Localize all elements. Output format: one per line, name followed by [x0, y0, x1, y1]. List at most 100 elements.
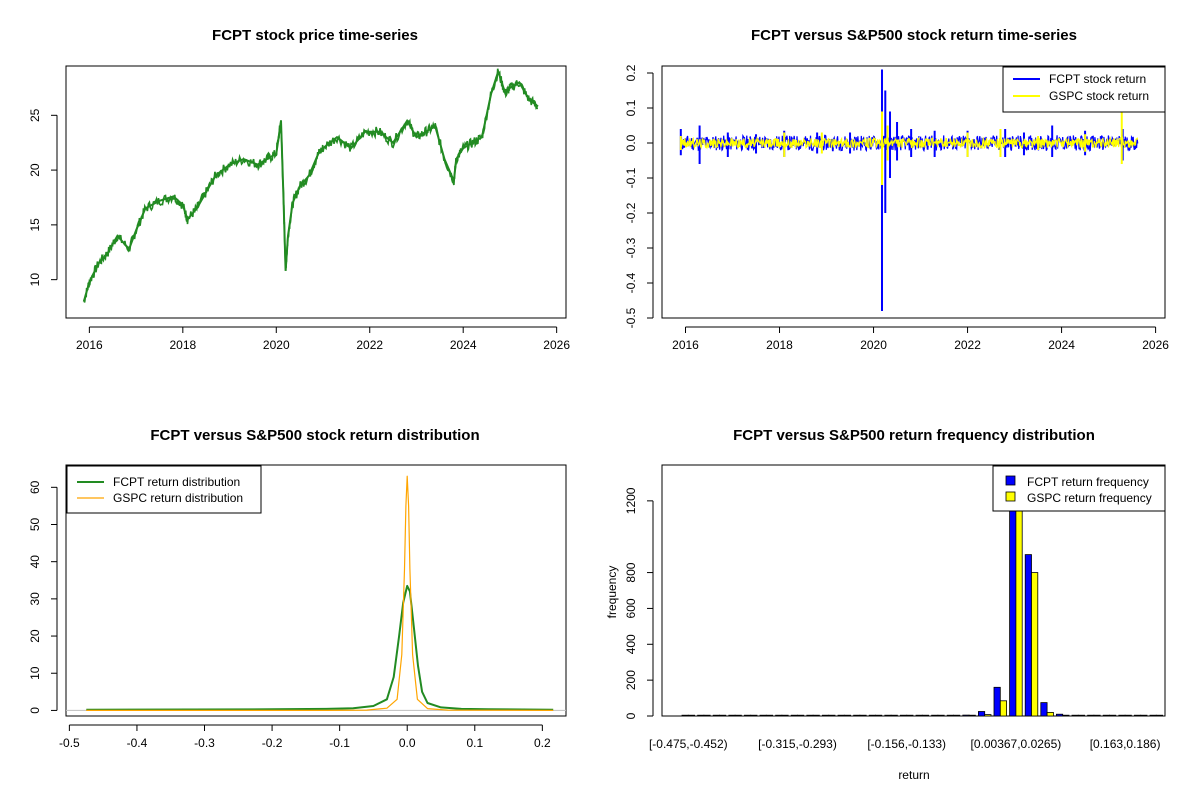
frequency-bar	[1109, 714, 1117, 717]
frequency-bar	[1077, 714, 1086, 717]
frequency-bar	[1024, 554, 1032, 717]
chart-title-1: FCPT stock price time-series	[212, 27, 418, 44]
return-noise-path	[680, 136, 1139, 150]
frequency-bar	[1149, 714, 1157, 717]
y-tick-label: 50	[28, 518, 42, 532]
x-tick-label: -0.4	[127, 736, 148, 750]
frequency-bar	[765, 714, 773, 717]
x-tick-label: 2020	[263, 338, 290, 352]
frequency-bar	[1155, 714, 1164, 717]
y-tick-label: 600	[624, 598, 638, 618]
x-tick-label: 2018	[766, 338, 793, 352]
x-tick-label: -0.2	[262, 736, 283, 750]
legend-label: FCPT return frequency	[1027, 475, 1149, 489]
x-tick-label: 2018	[169, 338, 196, 352]
legend-swatch	[1005, 491, 1016, 502]
price-series-line	[82, 68, 539, 302]
frequency-bar	[822, 714, 830, 717]
x-tick-label: 2024	[450, 338, 477, 352]
frequency-bar	[1118, 714, 1126, 717]
frequency-bar	[759, 714, 767, 717]
y-tick-label: -0.5	[624, 307, 638, 328]
frequency-bar	[1071, 714, 1079, 717]
y-tick-label: 1200	[624, 487, 638, 514]
frequency-bar	[806, 714, 814, 717]
frequency-bar	[999, 700, 1007, 717]
y-tick-label: 20	[28, 163, 42, 177]
gspc-return-series	[679, 111, 1139, 185]
y-tick-label: 400	[624, 634, 638, 654]
plot-frame-2	[661, 65, 1166, 319]
frequency-bar	[953, 714, 961, 717]
legend-label: GSPC return frequency	[1027, 491, 1152, 505]
y-tick-label: 20	[28, 629, 42, 643]
y-tick-label: 0.1	[624, 99, 638, 116]
frequency-bar	[703, 714, 711, 717]
gspc-frequency-bars	[687, 482, 1164, 717]
chart-title-3: FCPT versus S&P500 stock return distribu…	[150, 427, 479, 444]
frequency-bar	[1046, 712, 1054, 717]
frequency-bar	[1015, 482, 1023, 717]
frequency-bar	[728, 714, 736, 717]
fcpt-frequency-bars	[681, 482, 1157, 717]
x-tick-label: 0.2	[534, 736, 551, 750]
plot-frame-3	[65, 464, 567, 717]
frequency-bar	[890, 714, 898, 717]
x-tick-label: 0.1	[466, 736, 483, 750]
legend-box	[1002, 66, 1166, 113]
frequency-bar	[984, 714, 992, 717]
x-tick-label: 2026	[543, 338, 570, 352]
legend-label: FCPT stock return	[1049, 72, 1146, 86]
frequency-bar	[859, 714, 867, 717]
fcpt-density-line	[86, 584, 554, 711]
frequency-bar	[750, 714, 758, 717]
frequency-bar	[931, 714, 939, 717]
frequency-bar	[687, 714, 695, 717]
frequency-bar	[843, 714, 851, 717]
frequency-bar	[884, 714, 892, 717]
x-tick-label: [0.00367,0.0265)	[971, 737, 1062, 751]
x-axis-title: return	[898, 768, 929, 782]
legend-box	[992, 465, 1166, 512]
frequency-bar	[775, 714, 783, 717]
frequency-bar	[712, 714, 720, 717]
frequency-bar	[781, 714, 789, 717]
legend-swatch	[1005, 475, 1016, 486]
x-tick-label: 2022	[356, 338, 383, 352]
frequency-bar	[1093, 714, 1101, 717]
legend-label: FCPT return distribution	[113, 475, 240, 489]
legend-label: GSPC return distribution	[113, 491, 243, 505]
frequency-bar	[1102, 714, 1110, 717]
frequency-bar	[978, 711, 986, 717]
x-tick-label: -0.1	[329, 736, 350, 750]
y-tick-label: 60	[28, 480, 42, 494]
frequency-bar	[946, 714, 954, 717]
y-axis-title: frequency	[605, 566, 619, 619]
y-tick-label: -0.1	[624, 167, 638, 188]
frequency-bar	[681, 714, 689, 717]
x-tick-label: 2024	[1048, 338, 1075, 352]
legend-returns: FCPT stock return GSPC stock return	[1002, 66, 1166, 113]
x-tick-label: [-0.156,-0.133)	[867, 737, 946, 751]
y-tick-label: 0.2	[624, 64, 638, 81]
frequency-bar	[937, 714, 945, 717]
plot-frame-1	[65, 65, 567, 319]
legend-distribution: FCPT return distribution GSPC return dist…	[66, 465, 262, 514]
frequency-bar	[853, 714, 861, 717]
frequency-bar	[837, 714, 845, 717]
frequency-bar	[719, 714, 727, 717]
y-tick-label: -0.2	[624, 202, 638, 223]
frequency-bar	[734, 714, 742, 717]
y-tick-label: 30	[28, 592, 42, 606]
chart-title-4: FCPT versus S&P500 return frequency dist…	[733, 427, 1095, 444]
x-tick-label: 2026	[1142, 338, 1169, 352]
frequency-bar	[1009, 482, 1017, 717]
frequency-bar	[875, 714, 883, 717]
price-series-detail	[83, 68, 539, 303]
frequency-bar	[921, 714, 929, 717]
frequency-bar	[1140, 714, 1148, 717]
frequency-bar	[1062, 714, 1070, 717]
frequency-bar	[790, 714, 798, 717]
x-tick-label: 0.0	[399, 736, 416, 750]
